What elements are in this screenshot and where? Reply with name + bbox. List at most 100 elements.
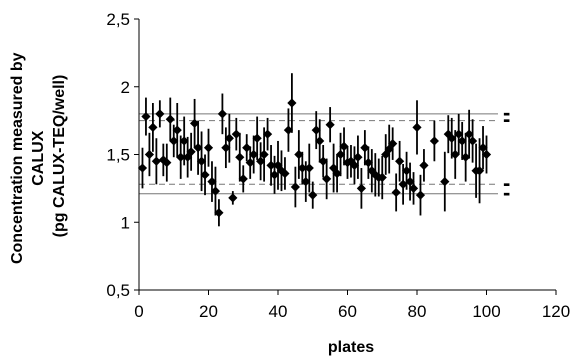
data-point-37: [262, 129, 273, 139]
data-point-2: [141, 111, 151, 122]
data-point-91: [464, 129, 474, 139]
data-point-25: [221, 143, 231, 153]
data-point-16: [190, 118, 200, 128]
data-point-70: [377, 172, 387, 183]
data-point-66: [363, 158, 373, 168]
error-bars: [141, 73, 488, 227]
data-point-41: [276, 166, 287, 176]
data-point-46: [294, 149, 304, 160]
y-axis-title-line-3: (pg CALUX-TEQ/well): [51, 75, 68, 238]
x-tick-label-6: 120: [542, 302, 570, 321]
data-point-50: [308, 190, 318, 200]
data-point-80: [412, 122, 422, 132]
data-point-94: [474, 166, 485, 176]
reference-lines: ----: [139, 100, 510, 205]
data-point-55: [325, 120, 335, 130]
data-point-6: [155, 109, 165, 119]
data-point-51: [311, 125, 321, 135]
data-point-44: [287, 98, 297, 108]
data-point-34: [252, 133, 262, 143]
data-point-22: [210, 186, 221, 196]
data-point-74: [391, 187, 401, 198]
data-point-83: [429, 136, 439, 146]
data-point-92: [468, 136, 478, 146]
data-point-84: [440, 177, 450, 187]
x-axis-title: plates: [328, 339, 374, 356]
data-point-85: [443, 129, 453, 139]
x-tick-label-1: 20: [199, 302, 218, 321]
data-point-89: [457, 136, 467, 146]
y-tick-label-1: 1: [121, 213, 130, 232]
data-point-88: [454, 129, 464, 139]
data-point-64: [356, 183, 366, 193]
data-point-31: [242, 143, 252, 153]
data-point-76: [398, 179, 408, 189]
data-point-54: [322, 174, 332, 184]
y-axis-title-line-1: Concentration measured by: [9, 52, 26, 264]
data-point-78: [405, 177, 415, 187]
data-point-48: [301, 177, 311, 187]
reference-line-label-1: -: [503, 100, 510, 125]
data-point-77: [401, 166, 412, 176]
data-point-56: [329, 163, 339, 173]
data-point-71: [381, 149, 391, 160]
reference-line-label-3: -: [503, 170, 510, 195]
data-point-53: [318, 156, 328, 166]
data-point-87: [450, 149, 460, 160]
axes: 0,5 1 1,5 2 2,5 0 20 40 60 80 100 120: [106, 10, 570, 321]
data-point-81: [415, 190, 426, 200]
data-point-65: [360, 143, 370, 153]
data-point-35: [256, 156, 266, 166]
data-point-8: [162, 158, 172, 168]
data-point-29: [235, 152, 245, 162]
x-tick-label-2: 40: [269, 302, 288, 321]
reference-line-label-2: -: [503, 107, 510, 132]
y-tick-label-3: 2: [121, 78, 130, 97]
y-axis-title: Concentration measured by CALUX (pg CALU…: [9, 48, 68, 264]
data-point-68: [370, 170, 380, 180]
data-point-27: [228, 193, 238, 203]
data-point-4: [148, 122, 158, 132]
data-point-20: [203, 143, 214, 153]
data-point-73: [388, 139, 398, 149]
data-point-75: [395, 156, 405, 166]
data-point-82: [419, 160, 429, 170]
data-point-21: [207, 177, 217, 187]
data-point-15: [186, 147, 196, 157]
data-point-10: [169, 136, 179, 146]
data-point-13: [179, 136, 189, 146]
data-point-19: [200, 170, 210, 180]
data-point-61: [346, 156, 356, 166]
data-point-17: [193, 143, 203, 153]
data-point-96: [481, 149, 492, 160]
data-point-39: [269, 170, 280, 180]
data-point-47: [297, 163, 307, 173]
y-tick-label-2: 1,5: [106, 146, 130, 165]
data-point-49: [304, 163, 314, 173]
reference-line-label-4: -: [503, 180, 510, 205]
data-point-12: [176, 152, 186, 162]
y-tick-label-4: 2,5: [106, 10, 130, 29]
data-points: [137, 98, 492, 218]
data-point-3: [144, 149, 155, 160]
x-tick-label-4: 80: [408, 302, 427, 321]
data-point-45: [290, 182, 300, 192]
data-point-32: [245, 158, 255, 168]
data-point-90: [461, 152, 471, 162]
data-point-95: [478, 143, 488, 153]
data-point-1: [137, 163, 148, 173]
data-point-5: [151, 156, 161, 166]
data-point-36: [259, 149, 269, 160]
x-tick-label-5: 100: [472, 302, 500, 321]
x-tick-label-0: 0: [134, 302, 143, 321]
data-point-18: [196, 156, 207, 166]
data-point-38: [266, 160, 276, 170]
data-point-52: [315, 136, 325, 146]
data-point-59: [339, 141, 349, 151]
data-point-42: [280, 168, 290, 179]
data-point-63: [353, 152, 363, 162]
y-axis-title-line-2: CALUX: [30, 130, 47, 185]
data-point-86: [447, 133, 457, 143]
data-point-33: [249, 149, 259, 160]
